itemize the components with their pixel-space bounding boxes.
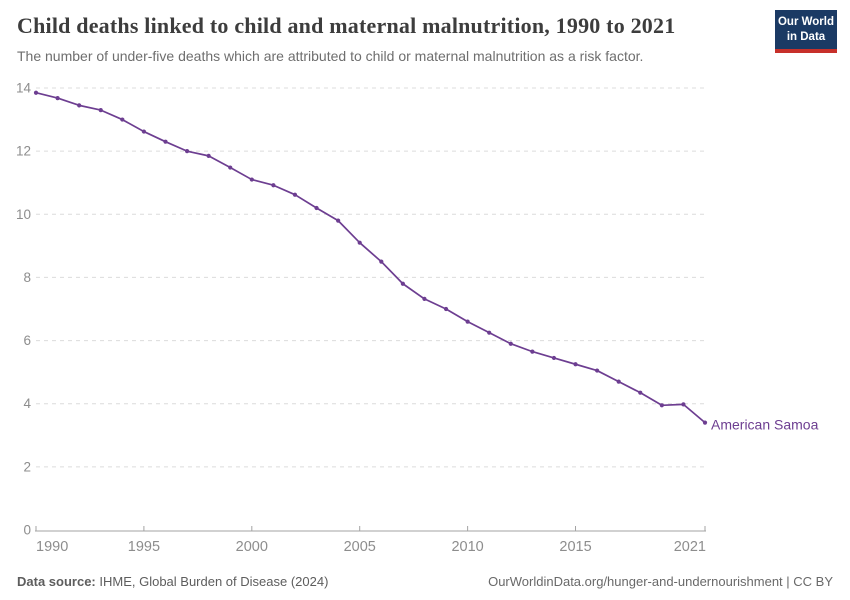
data-point-1998[interactable] xyxy=(206,153,211,158)
data-point-2017[interactable] xyxy=(616,379,621,384)
data-point-2004[interactable] xyxy=(336,218,341,223)
x-axis-label-1995: 1995 xyxy=(128,539,160,555)
y-axis-label-10: 10 xyxy=(16,207,31,222)
data-point-2006[interactable] xyxy=(379,259,384,264)
data-point-1999[interactable] xyxy=(228,165,233,170)
data-point-2000[interactable] xyxy=(249,177,254,182)
y-axis-label-2: 2 xyxy=(23,459,31,474)
y-axis-label-0: 0 xyxy=(23,523,31,538)
y-axis-label-12: 12 xyxy=(16,144,31,159)
attribution-link[interactable]: OurWorldinData.org/hunger-and-undernouri… xyxy=(488,574,833,589)
x-axis-label-2000: 2000 xyxy=(236,539,268,555)
x-axis-label-2005: 2005 xyxy=(344,539,376,555)
data-source-text: IHME, Global Burden of Disease (2024) xyxy=(95,574,329,589)
data-point-2003[interactable] xyxy=(314,205,319,211)
owid-logo-line1: Our World xyxy=(777,16,834,29)
chart-title: Child deaths linked to child and materna… xyxy=(17,13,676,38)
data-point-1994[interactable] xyxy=(120,117,125,122)
data-point-2007[interactable] xyxy=(400,281,405,286)
entity-label[interactable]: American Samoa xyxy=(711,417,819,433)
data-point-1991[interactable] xyxy=(55,96,60,101)
x-axis-label-2015: 2015 xyxy=(559,539,591,555)
y-axis-label-4: 4 xyxy=(23,396,31,411)
data-point-1997[interactable] xyxy=(184,149,190,154)
data-point-2015[interactable] xyxy=(573,362,578,367)
data-point-2005[interactable] xyxy=(357,240,362,245)
y-axis-label-6: 6 xyxy=(23,333,31,348)
data-point-2010[interactable] xyxy=(465,319,470,324)
data-source-label: Data source: xyxy=(17,574,96,589)
data-point-2009[interactable] xyxy=(443,306,449,312)
data-source: Data source: IHME, Global Burden of Dise… xyxy=(17,574,328,589)
x-axis-label-1990: 1990 xyxy=(36,539,68,555)
data-point-2012[interactable] xyxy=(508,341,513,346)
data-point-2002[interactable] xyxy=(292,192,298,197)
data-point-2021[interactable] xyxy=(702,420,708,425)
data-point-2016[interactable] xyxy=(594,368,600,373)
data-point-2013[interactable] xyxy=(530,349,535,354)
data-point-2014[interactable] xyxy=(551,355,557,361)
data-point-1995[interactable] xyxy=(141,129,147,134)
x-axis-label-2010: 2010 xyxy=(451,539,483,555)
y-axis-label-8: 8 xyxy=(23,270,31,285)
owid-logo-line2: in Data xyxy=(786,30,826,43)
data-point-1993[interactable] xyxy=(98,108,103,113)
data-point-1990[interactable] xyxy=(33,90,39,95)
data-point-1992[interactable] xyxy=(77,103,82,108)
data-point-2018[interactable] xyxy=(638,390,643,395)
data-point-2008[interactable] xyxy=(422,296,427,301)
series-line-american-samoa[interactable] xyxy=(35,91,706,424)
data-point-2020[interactable] xyxy=(681,402,686,407)
chart-subtitle: The number of under-five deaths which ar… xyxy=(17,48,644,64)
chart-footer: Data source: IHME, Global Burden of Dise… xyxy=(17,574,833,589)
data-point-2001[interactable] xyxy=(271,183,276,188)
data-point-2019[interactable] xyxy=(659,403,664,408)
data-point-1996[interactable] xyxy=(163,139,168,144)
y-axis-label-14: 14 xyxy=(16,81,32,96)
data-point-2011[interactable] xyxy=(487,330,492,335)
x-axis-label-2021: 2021 xyxy=(674,539,706,555)
chart-header: Child deaths linked to child and materna… xyxy=(17,13,766,64)
owid-logo[interactable]: Our World in Data xyxy=(775,10,837,53)
